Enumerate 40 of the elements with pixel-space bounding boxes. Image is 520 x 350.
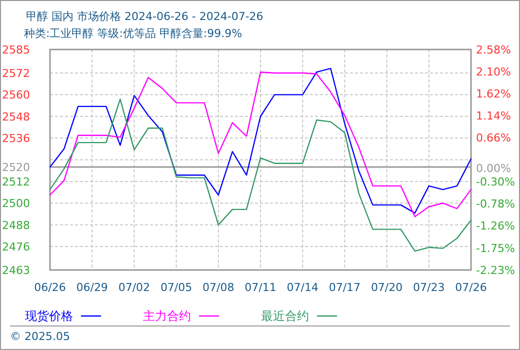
x-tick-label: 07/05	[160, 281, 192, 294]
legend-label: 主力合约	[143, 309, 191, 323]
chart-subtitle: 种类:工业甲醇 等级:优等品 甲醇含量:99.9%	[24, 27, 242, 40]
x-tick-label: 07/08	[202, 281, 234, 294]
text: © 2025.05	[10, 330, 70, 343]
y-tick-label: 2476	[2, 240, 30, 254]
x-tick-label: 06/26	[34, 281, 66, 294]
y-tick-label: 2536	[2, 132, 30, 146]
y2-tick-label: 1.62%	[476, 88, 511, 101]
x-tick-label: 07/14	[286, 281, 318, 294]
x-tick-label: 07/17	[328, 281, 361, 294]
x-tick-label: 07/11	[244, 281, 276, 294]
y2-tick-label: 2.10%	[476, 66, 511, 79]
x-tick-label: 07/26	[455, 281, 487, 294]
legend-label: 现货价格	[25, 309, 73, 323]
x-tick-label: 07/20	[370, 281, 403, 294]
chart-title: 甲醇 国内 市场价格 2024-06-26 - 2024-07-26	[26, 10, 264, 23]
y2-tick-label: -1.26%	[476, 220, 515, 233]
y2-tick-label: -0.30%	[476, 176, 515, 189]
y2-tick-label: 0.00%	[476, 162, 511, 175]
y-tick-label: 2463	[2, 264, 30, 277]
y2-tick-label: 2.58%	[476, 44, 511, 56]
x-tick-label: 06/29	[76, 281, 108, 294]
x-tick-label: 07/02	[118, 281, 150, 294]
x-tick-label: 07/23	[413, 281, 445, 294]
y-tick-label: 2585	[2, 44, 30, 56]
y-tick-label: 2500	[2, 197, 30, 210]
legend-label: 最近合约	[261, 309, 309, 323]
y-tick-label: 2548	[2, 110, 30, 124]
y-tick-label: 2520	[2, 160, 30, 174]
y2-tick-label: 1.14%	[476, 110, 511, 123]
y-tick-label: 2488	[2, 218, 30, 232]
y-tick-label: 2560	[2, 88, 30, 102]
y2-tick-label: -2.23%	[476, 264, 515, 277]
y2-tick-label: -1.75%	[476, 242, 515, 255]
y2-tick-label: 0.66%	[476, 132, 511, 145]
y-tick-label: 2572	[2, 66, 30, 80]
line-series	[49, 98, 472, 252]
y-tick-label: 2512	[2, 175, 30, 188]
y2-tick-label: -0.78%	[476, 198, 515, 211]
